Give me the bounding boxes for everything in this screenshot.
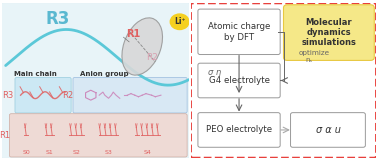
- Text: Main chain: Main chain: [14, 71, 57, 77]
- FancyBboxPatch shape: [9, 114, 187, 157]
- Text: S0: S0: [22, 150, 30, 155]
- Text: PEO electrolyte: PEO electrolyte: [206, 125, 272, 134]
- Text: σ η: σ η: [208, 68, 222, 77]
- Text: nₛ: nₛ: [306, 57, 313, 63]
- Text: S4: S4: [144, 150, 152, 155]
- Circle shape: [170, 14, 189, 29]
- FancyBboxPatch shape: [1, 2, 190, 159]
- FancyBboxPatch shape: [198, 9, 280, 55]
- Text: σ α u: σ α u: [316, 125, 341, 135]
- Text: S3: S3: [105, 150, 113, 155]
- Text: R2: R2: [62, 91, 73, 100]
- Text: Atomic charge
by DFT: Atomic charge by DFT: [208, 22, 270, 42]
- Ellipse shape: [122, 18, 163, 75]
- FancyBboxPatch shape: [191, 3, 376, 158]
- Text: S1: S1: [46, 150, 53, 155]
- FancyBboxPatch shape: [284, 5, 374, 60]
- FancyBboxPatch shape: [15, 77, 71, 113]
- FancyBboxPatch shape: [291, 113, 366, 147]
- Text: Anion group: Anion group: [81, 71, 129, 77]
- Text: G4 electrolyte: G4 electrolyte: [209, 76, 270, 85]
- Text: R1: R1: [126, 29, 140, 39]
- FancyBboxPatch shape: [198, 113, 280, 147]
- Text: S2: S2: [73, 150, 81, 155]
- FancyBboxPatch shape: [73, 77, 187, 113]
- Text: optimize: optimize: [298, 50, 330, 56]
- Text: R3: R3: [46, 10, 70, 28]
- Text: R3: R3: [2, 91, 13, 100]
- Text: Li⁺: Li⁺: [174, 17, 185, 26]
- Text: Molecular
dynamics
simulations: Molecular dynamics simulations: [301, 18, 356, 47]
- FancyBboxPatch shape: [198, 63, 280, 98]
- Text: R1: R1: [0, 131, 10, 140]
- Text: R2: R2: [146, 53, 158, 62]
